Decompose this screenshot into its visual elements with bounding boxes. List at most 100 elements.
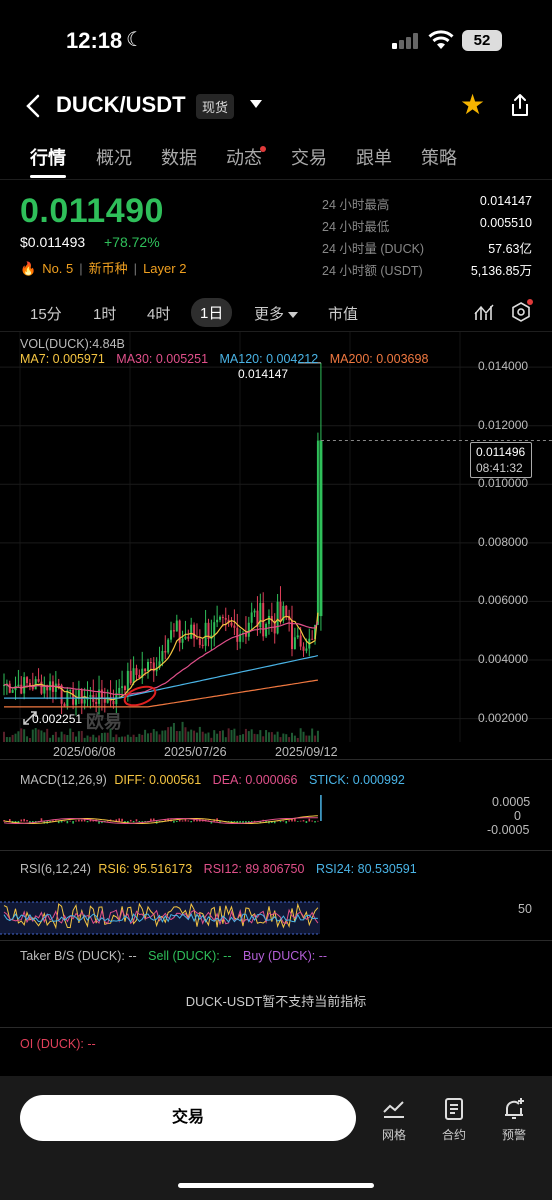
macd-histogram-bar xyxy=(78,819,80,822)
volume-bar xyxy=(204,733,207,742)
interval-1d[interactable]: 1日 xyxy=(191,298,233,327)
tab-market[interactable]: 行情 xyxy=(30,148,66,168)
interval-market-cap[interactable]: 市值 xyxy=(328,306,359,323)
tab-strategy[interactable]: 策略 xyxy=(421,148,457,168)
macd-tick-zero: 0 xyxy=(514,809,521,823)
rank-tag[interactable]: No. 5 xyxy=(42,261,74,276)
macd-histogram-bar xyxy=(314,821,316,823)
rsi-legend: RSI(6,12,24) RSI6: 95.516173 RSI12: 89.8… xyxy=(20,862,417,876)
pair-dropdown-icon[interactable] xyxy=(250,100,262,108)
grid-trading-button[interactable]: 网格 xyxy=(372,1096,416,1143)
volume-bar xyxy=(195,732,198,742)
macd-stick: STICK: 0.000992 xyxy=(308,773,405,787)
candle-body xyxy=(213,622,216,636)
tab-data[interactable]: 数据 xyxy=(161,148,197,168)
pair-title[interactable]: DUCK/USDT xyxy=(56,92,186,117)
macd-histogram-bar xyxy=(23,818,25,822)
candle-countdown: 08:41:32 xyxy=(476,461,523,475)
macd-histogram-bar xyxy=(132,821,135,823)
candle-body xyxy=(155,667,158,672)
battery-icon: 52 xyxy=(462,30,502,51)
candle-body xyxy=(233,625,236,628)
macd-histogram-bar xyxy=(253,820,256,822)
candle-body xyxy=(141,668,144,679)
tab-copy-trading[interactable]: 跟单 xyxy=(356,148,392,168)
macd-histogram-bar xyxy=(121,818,123,822)
tab-overview[interactable]: 概况 xyxy=(96,148,132,168)
new-coin-tag[interactable]: 新币种 xyxy=(88,261,128,276)
volume-bar xyxy=(216,733,219,742)
volume-bar xyxy=(236,735,239,742)
volume-bar xyxy=(233,728,236,742)
candle-body xyxy=(253,610,256,613)
tab-trades[interactable]: 交易 xyxy=(291,148,327,168)
volume-bar xyxy=(95,737,98,742)
interval-15m[interactable]: 15分 xyxy=(30,306,62,323)
volume-bar xyxy=(308,735,311,742)
candle-body xyxy=(247,622,250,637)
ma-legend: MA7: 0.005971 MA30: 0.005251 MA120: 0.00… xyxy=(20,352,428,366)
volume-bar xyxy=(164,730,167,742)
candle-body xyxy=(276,601,279,634)
candle-body xyxy=(305,648,308,651)
back-arrow-icon[interactable] xyxy=(22,92,46,120)
trade-button[interactable]: 交易 xyxy=(20,1095,356,1141)
x-tick-3: 2025/09/12 xyxy=(275,745,338,759)
grid-label: 网格 xyxy=(381,1128,406,1142)
candle-body xyxy=(20,684,23,694)
volume-bar xyxy=(316,730,319,742)
volume-bar xyxy=(227,728,230,742)
active-tab-indicator xyxy=(30,175,66,178)
price-chart[interactable]: VOL(DUCK):4.84B MA7: 0.005971 MA30: 0.00… xyxy=(0,332,552,942)
current-price-box: 0.011496 08:41:32 xyxy=(470,442,532,478)
alert-label: 预警 xyxy=(501,1128,526,1142)
candle-body xyxy=(100,689,103,700)
ma120-label: MA120: 0.004212 xyxy=(219,352,319,366)
macd-label: MACD(12,26,9) xyxy=(20,773,107,787)
indicator-chart-icon[interactable] xyxy=(474,302,494,322)
rsi-divider xyxy=(0,850,552,851)
x-tick-2: 2025/07/26 xyxy=(164,745,227,759)
macd-histogram-bar xyxy=(17,821,20,824)
macd-histogram-bar xyxy=(219,821,221,824)
volume-bar xyxy=(239,734,242,742)
macd-histogram-bar xyxy=(227,821,230,822)
layer-tag[interactable]: Layer 2 xyxy=(143,261,187,276)
candle-body xyxy=(149,662,152,664)
interval-1h[interactable]: 1时 xyxy=(93,306,117,323)
volume-bar xyxy=(57,737,60,742)
volume-bar xyxy=(221,730,224,742)
status-bar: 12:18 ☾ 52 xyxy=(0,0,552,80)
expand-icon[interactable] xyxy=(22,710,38,726)
moon-icon: ☾ xyxy=(126,29,144,51)
volume-bar xyxy=(244,728,247,742)
candle-body xyxy=(31,686,34,690)
share-icon[interactable] xyxy=(508,92,532,118)
volume-bar xyxy=(175,730,178,742)
volume-bar xyxy=(5,737,8,742)
macd-histogram-bar xyxy=(259,821,262,824)
candle-body xyxy=(181,638,184,643)
volume-bar xyxy=(276,731,279,742)
macd-histogram-bar xyxy=(210,821,213,824)
interval-4h[interactable]: 4时 xyxy=(147,306,171,323)
macd-histogram-bar xyxy=(75,820,77,822)
candle-body xyxy=(95,701,98,704)
macd-histogram-bar xyxy=(239,821,241,823)
macd-histogram-bar xyxy=(98,821,100,824)
interval-more[interactable]: 更多 xyxy=(254,303,299,324)
volume-bar xyxy=(17,731,20,742)
price-alert-button[interactable]: 预警 xyxy=(492,1096,536,1143)
contract-button[interactable]: 合约 xyxy=(432,1096,476,1143)
macd-histogram-bar xyxy=(305,821,308,824)
volume-bar xyxy=(37,729,40,742)
volume-bar xyxy=(123,736,126,742)
exchange-watermark: 欧易 xyxy=(86,712,122,732)
volume-bar xyxy=(256,734,259,742)
tab-news[interactable]: 动态 xyxy=(226,148,262,168)
chart-settings-icon[interactable] xyxy=(510,301,532,323)
favorite-star-icon[interactable]: ★ xyxy=(460,89,486,120)
candle-body xyxy=(172,630,175,632)
notification-dot xyxy=(260,146,266,152)
candle-body xyxy=(135,668,138,675)
